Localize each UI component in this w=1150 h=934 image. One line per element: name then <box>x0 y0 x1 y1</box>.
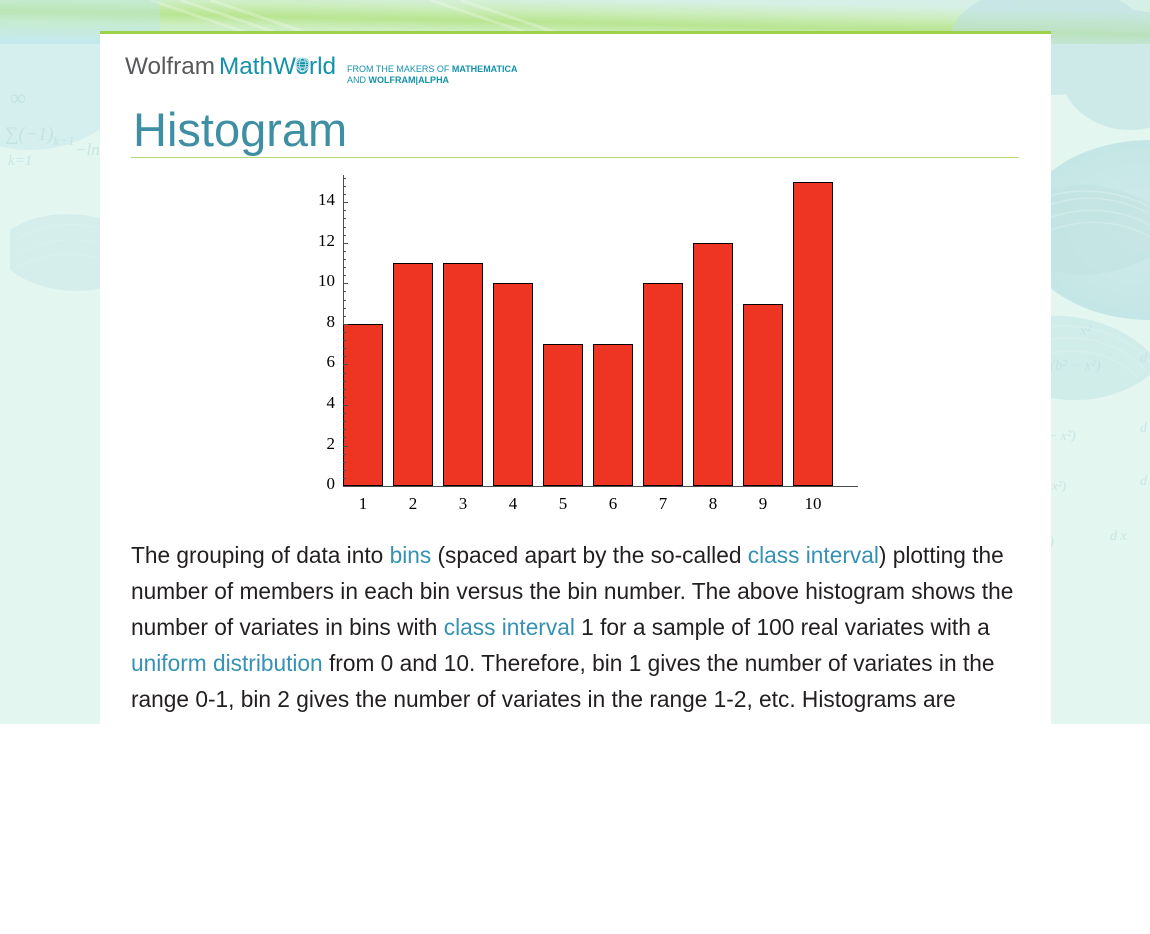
svg-text:d x: d x <box>1140 421 1150 436</box>
svg-text:x²: x² <box>1079 323 1092 339</box>
svg-text:(b² − x²): (b² − x²) <box>1050 358 1101 374</box>
svg-text:d x: d x <box>1140 350 1150 366</box>
svg-text:−ln: −ln <box>75 140 100 159</box>
svg-text:∞: ∞ <box>10 85 26 110</box>
svg-text:d x: d x <box>1140 474 1150 489</box>
svg-text:d x: d x <box>1110 529 1128 544</box>
svg-text:k=1: k=1 <box>8 153 32 169</box>
